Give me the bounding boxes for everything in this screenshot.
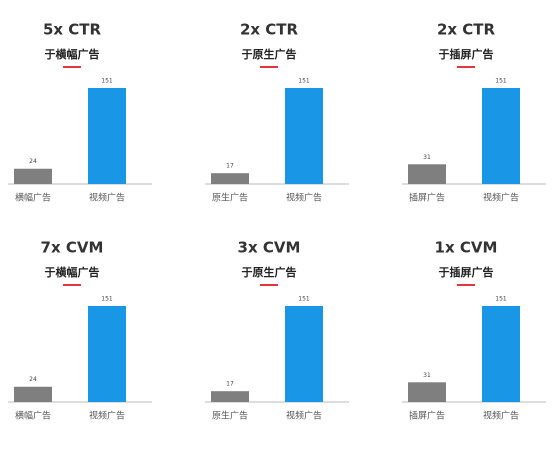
chart-subtitle: 于横幅广告: [45, 47, 100, 61]
bar: [408, 382, 446, 402]
chart-title: 3x CVM: [238, 239, 301, 257]
underline: [260, 66, 278, 68]
chart-subtitle: 于插屏广告: [439, 265, 494, 279]
bar: [482, 306, 520, 402]
bar: [211, 173, 249, 184]
bar: [408, 164, 446, 184]
value-label: 17: [226, 381, 234, 388]
bar: [14, 168, 52, 184]
underline: [63, 66, 81, 68]
value-label: 151: [495, 296, 507, 303]
bar: [211, 391, 249, 402]
value-label: 151: [298, 296, 310, 303]
value-label: 31: [423, 372, 431, 379]
bar: [285, 306, 323, 402]
value-label: 151: [495, 78, 507, 85]
category-label: 原生广告: [212, 192, 248, 204]
value-label: 17: [226, 163, 234, 170]
bar: [14, 386, 52, 402]
category-label: 横幅广告: [15, 192, 51, 204]
category-label: 横幅广告: [15, 410, 51, 422]
category-label: 视频广告: [89, 192, 125, 204]
category-label: 原生广告: [212, 410, 248, 422]
chart-subtitle: 于横幅广告: [45, 265, 100, 279]
bar: [88, 88, 126, 184]
underline: [457, 284, 475, 286]
bar: [285, 88, 323, 184]
value-label: 151: [298, 78, 310, 85]
value-label: 24: [29, 376, 37, 383]
chart-title: 2x CTR: [437, 21, 496, 39]
chart-subtitle: 于插屏广告: [439, 47, 494, 61]
underline: [457, 66, 475, 68]
chart-title: 2x CTR: [240, 21, 299, 39]
category-label: 视频广告: [286, 192, 322, 204]
category-label: 视频广告: [483, 192, 519, 204]
chart-subtitle: 于原生广告: [242, 47, 297, 61]
category-label: 视频广告: [483, 410, 519, 422]
chart-title: 5x CTR: [43, 21, 102, 39]
chart-title: 1x CVM: [435, 239, 498, 257]
category-label: 视频广告: [89, 410, 125, 422]
value-label: 24: [29, 158, 37, 165]
category-label: 视频广告: [286, 410, 322, 422]
underline: [63, 284, 81, 286]
bar: [482, 88, 520, 184]
category-label: 插屏广告: [409, 410, 445, 422]
value-label: 31: [423, 154, 431, 161]
value-label: 151: [101, 78, 113, 85]
category-label: 插屏广告: [409, 192, 445, 204]
underline: [260, 284, 278, 286]
bar: [88, 306, 126, 402]
chart-subtitle: 于原生广告: [242, 265, 297, 279]
chart-title: 7x CVM: [41, 239, 104, 257]
value-label: 151: [101, 296, 113, 303]
